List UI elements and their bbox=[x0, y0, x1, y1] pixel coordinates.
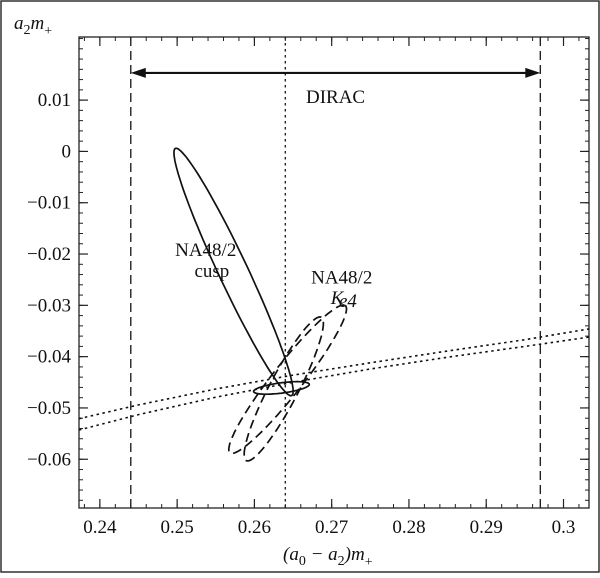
y-tick-label: −0.03 bbox=[27, 295, 71, 316]
dirac-label: DIRAC bbox=[306, 87, 365, 108]
x-label-mid: − a bbox=[306, 544, 338, 565]
x-label-sub2: 2 bbox=[338, 554, 345, 569]
ke4-ellipse bbox=[227, 304, 348, 455]
y-tick-label: −0.04 bbox=[27, 347, 71, 368]
y-tick-label: −0.05 bbox=[27, 398, 71, 419]
x-axis-label: (a0 − a2)m+ bbox=[283, 544, 373, 570]
x-tick-label: 0.29 bbox=[470, 517, 503, 538]
x-tick-label: 0.26 bbox=[238, 517, 271, 538]
x-tick-label: 0.28 bbox=[392, 517, 425, 538]
y-tick-label: −0.02 bbox=[27, 244, 71, 265]
cusp-ellipse bbox=[173, 147, 294, 397]
x-label-sup: + bbox=[365, 555, 373, 570]
y-axis-label: a2m+ bbox=[14, 13, 52, 39]
x-label-pre: (a bbox=[283, 544, 299, 565]
y-label-sub: 2 bbox=[24, 23, 31, 38]
annotation-ke4-line2-main: K bbox=[330, 288, 345, 309]
x-tick-label: 0.25 bbox=[161, 517, 194, 538]
y-tick-label: 0.01 bbox=[38, 90, 71, 111]
x-tick-label: 0.3 bbox=[552, 517, 576, 538]
y-label-pre: a bbox=[14, 13, 24, 34]
x-label-post: )m bbox=[344, 544, 365, 565]
ke4-ellipse bbox=[243, 316, 325, 462]
x-tick-label: 0.27 bbox=[315, 517, 348, 538]
reference-lines-layer bbox=[130, 37, 542, 508]
x-label-sub1: 0 bbox=[299, 554, 306, 569]
dirac-arrowhead-left bbox=[130, 67, 146, 78]
annotation-ke4-line1: NA48/2 bbox=[311, 267, 372, 288]
y-tick-label: −0.01 bbox=[27, 193, 71, 214]
dirac-arrowhead-right bbox=[525, 67, 541, 78]
plot-area bbox=[78, 36, 590, 509]
cusp-ellipse bbox=[252, 380, 311, 396]
x-tick-label: 0.24 bbox=[83, 517, 117, 538]
y-label-mid: m bbox=[31, 13, 45, 34]
curves-layer bbox=[78, 147, 590, 462]
y-label-sup: + bbox=[44, 24, 52, 39]
annotation-ke4-line2-sub: e4 bbox=[339, 291, 357, 312]
band-curve bbox=[78, 328, 590, 420]
ticks-layer: 0.24 0.25 0.26 0.27 0.28 0.29 0.3 0.01 0 −0.01 −0.… bbox=[27, 37, 589, 538]
band-curve bbox=[78, 336, 590, 431]
y-tick-label: −0.06 bbox=[27, 449, 71, 470]
annotation-cusp-line1: NA48/2 bbox=[175, 240, 236, 261]
y-tick-label: 0 bbox=[62, 141, 72, 162]
annotation-cusp-line2: cusp bbox=[194, 261, 229, 282]
